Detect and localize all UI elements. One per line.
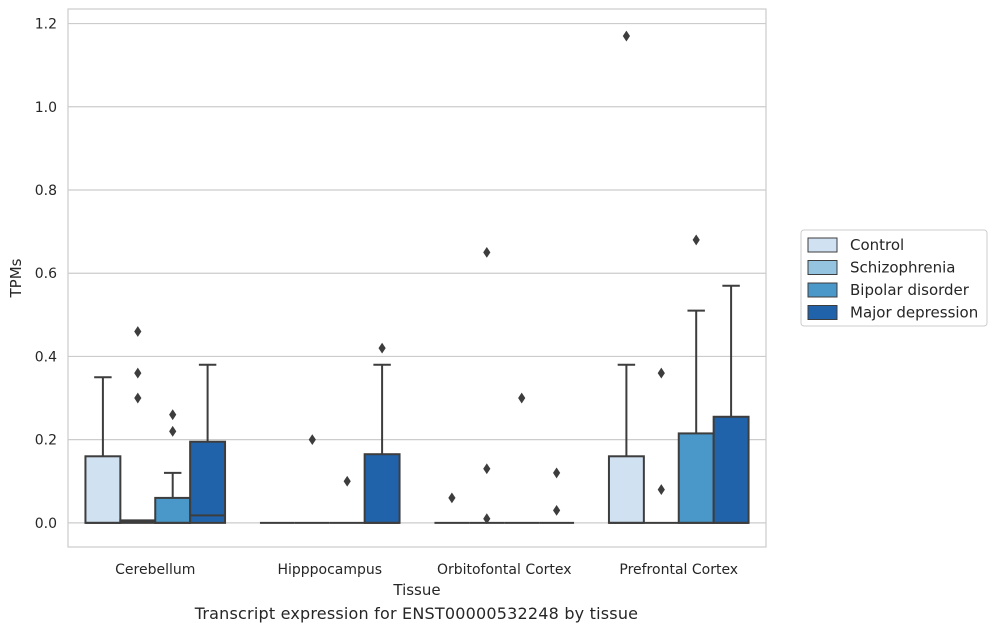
box — [154, 496, 192, 524]
box — [677, 432, 715, 524]
outlier-point — [448, 492, 456, 504]
box-group — [363, 363, 401, 524]
x-tick-label: Orbitofontal Cortex — [437, 562, 572, 578]
x-tick-label: Prefrontal Cortex — [619, 562, 738, 578]
y-tick-label: 0.4 — [35, 349, 57, 365]
legend: Control Schizophrenia Bipolar disorder Majo… — [800, 229, 988, 327]
plot-area-frame — [67, 8, 767, 548]
box-group — [154, 471, 192, 524]
outlier-point — [378, 342, 386, 354]
y-tick-label: 0.2 — [35, 433, 57, 449]
outlier-point — [169, 425, 177, 437]
box-group — [84, 376, 122, 524]
x-tick-label: Hipppocampus — [277, 562, 382, 578]
box — [84, 455, 122, 524]
x-axis-label: Tissue — [392, 581, 440, 599]
outlier-point — [692, 234, 700, 246]
grid-lines — [68, 22, 766, 524]
boxes — [84, 284, 750, 524]
y-axis-label: TPMs — [7, 258, 25, 298]
y-tick-label: 1.0 — [35, 100, 57, 116]
box — [607, 455, 645, 524]
outlier-point — [483, 463, 491, 475]
box — [189, 440, 227, 524]
outlier-point — [134, 367, 142, 379]
outlier-point — [553, 467, 561, 479]
legend-label: Schizophrenia — [850, 259, 955, 277]
box-group — [189, 363, 227, 524]
y-tick-label: 0.0 — [35, 516, 57, 532]
legend-swatch — [807, 260, 838, 275]
y-axis-ticks: 0.0 0.2 0.4 0.6 0.8 1.0 1.2 — [35, 17, 57, 532]
legend-swatch — [807, 237, 838, 253]
box-group — [607, 363, 645, 524]
outlier-point — [483, 513, 491, 525]
box-group — [712, 284, 750, 524]
outlier-point — [518, 392, 526, 404]
x-tick-label: Cerebellum — [115, 562, 195, 578]
legend-label: Major depression — [850, 304, 978, 322]
y-tick-label: 0.8 — [35, 183, 57, 199]
outlier-point — [657, 367, 665, 379]
outlier-point — [134, 326, 142, 337]
legend-swatch — [807, 305, 838, 320]
outlier-point — [169, 409, 177, 421]
box-group — [119, 519, 157, 524]
outlier-point — [483, 247, 491, 258]
outlier-point — [657, 484, 665, 495]
legend-label: Bipolar disorder — [850, 281, 970, 299]
outlier-point — [343, 475, 351, 487]
figure-caption: Transcript expression for ENST0000053224… — [194, 604, 639, 623]
box-group — [677, 309, 715, 524]
y-tick-label: 1.2 — [35, 17, 57, 33]
box — [363, 453, 401, 524]
legend-label: Control — [850, 236, 904, 254]
outlier-point — [308, 434, 316, 446]
y-tick-label: 0.6 — [35, 266, 57, 282]
outliers — [134, 30, 700, 525]
legend-swatch — [807, 282, 838, 298]
legend-frame — [800, 229, 988, 327]
x-axis-ticks: Cerebellum Hipppocampus Orbitofontal Corte… — [115, 562, 738, 578]
outlier-point — [622, 30, 630, 42]
outlier-point — [134, 392, 142, 404]
box — [712, 415, 750, 524]
outlier-point — [553, 504, 561, 516]
